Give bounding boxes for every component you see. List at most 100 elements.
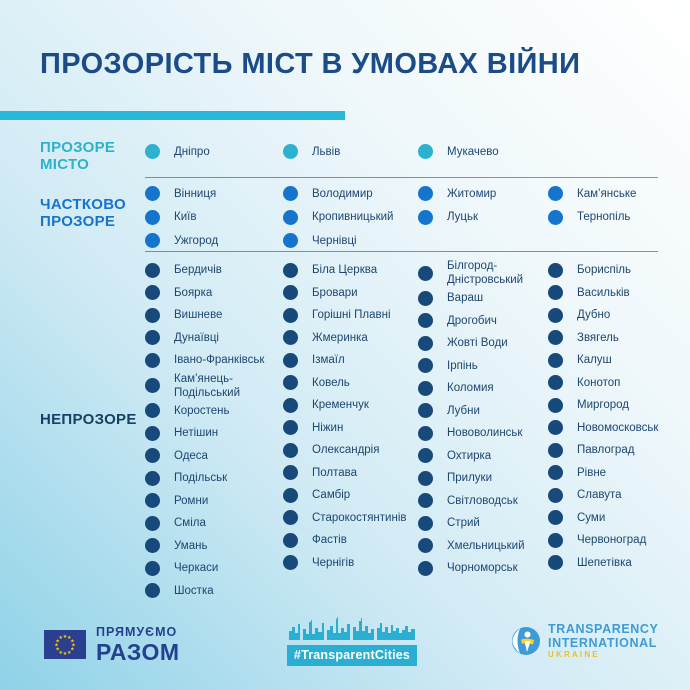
city-item: Кропивницький bbox=[283, 206, 417, 230]
city-name: Жмеринка bbox=[312, 331, 368, 344]
city-dot-icon bbox=[283, 397, 298, 413]
city-name: Львів bbox=[312, 145, 341, 158]
city-dot-icon bbox=[418, 358, 433, 374]
city-dot-icon bbox=[283, 233, 298, 249]
city-name: Ірпінь bbox=[447, 359, 478, 372]
eu-program-text: ПРЯМУЄМО РАЗОМ bbox=[96, 625, 180, 665]
city-dot-icon bbox=[548, 510, 563, 526]
city-name: Конотоп bbox=[577, 376, 621, 389]
city-item: Ужгород bbox=[145, 229, 279, 253]
city-item: Чорноморськ bbox=[418, 557, 552, 580]
city-dot-icon bbox=[145, 493, 160, 509]
city-name: Чорноморськ bbox=[447, 562, 518, 575]
city-name: Ізмаїл bbox=[312, 354, 345, 367]
city-item: Лубни bbox=[418, 400, 552, 423]
city-item: Червоноград bbox=[548, 529, 682, 552]
eu-flag-icon: ★ ★★ ★★★ ★★★ ★★★ bbox=[44, 630, 86, 660]
city-dot-icon bbox=[145, 186, 160, 202]
city-item: Нововолинськ bbox=[418, 422, 552, 445]
svg-text:★: ★ bbox=[67, 635, 72, 641]
city-dot-icon bbox=[283, 330, 298, 346]
city-dot-icon bbox=[418, 209, 433, 225]
city-dot-icon bbox=[418, 470, 433, 486]
city-dot-icon bbox=[418, 313, 433, 329]
city-dot-icon bbox=[145, 262, 160, 278]
city-dot-icon bbox=[145, 470, 160, 486]
city-dot-icon bbox=[145, 352, 160, 368]
city-name: Червоноград bbox=[577, 534, 647, 547]
city-item: Старокостянтинів bbox=[283, 507, 417, 530]
city-name: Горішні Плавні bbox=[312, 309, 391, 322]
city-item: Вінниця bbox=[145, 182, 279, 206]
city-dot-icon bbox=[283, 285, 298, 301]
city-dot-icon bbox=[145, 144, 160, 159]
city-name: Біла Церква bbox=[312, 264, 378, 277]
city-dot-icon bbox=[548, 307, 563, 323]
svg-text:★: ★ bbox=[63, 634, 68, 640]
city-name: Дунаївці bbox=[174, 331, 219, 344]
city-item: Павлоград bbox=[548, 439, 682, 462]
city-dot-icon bbox=[418, 560, 433, 576]
city-item: Боярка bbox=[145, 282, 279, 305]
city-item: Конотоп bbox=[548, 372, 682, 395]
city-item: Ніжин bbox=[283, 417, 417, 440]
city-item: Нетішин bbox=[145, 422, 279, 445]
city-dot-icon bbox=[283, 442, 298, 458]
city-item: Дніпро bbox=[145, 144, 279, 159]
city-item: Ковель bbox=[283, 372, 417, 395]
city-item: Володимир bbox=[283, 182, 417, 206]
title-underline-bar bbox=[0, 111, 345, 120]
transparent-cities-badge: #TransparentCities bbox=[287, 614, 417, 666]
city-name: Рівне bbox=[577, 466, 607, 479]
city-item: Вараш bbox=[418, 287, 552, 310]
city-name: Тернопіль bbox=[577, 211, 631, 224]
city-name: Кропивницький bbox=[312, 211, 394, 224]
city-skyline-icon bbox=[289, 617, 415, 640]
city-name: Бердичів bbox=[174, 264, 222, 277]
city-dot-icon bbox=[145, 583, 160, 599]
city-name: Дніпро bbox=[174, 145, 210, 158]
city-name: Одеса bbox=[174, 449, 208, 462]
city-name: Охтирка bbox=[447, 449, 492, 462]
svg-text:★: ★ bbox=[55, 639, 60, 645]
svg-text:★: ★ bbox=[70, 647, 75, 653]
svg-text:★: ★ bbox=[55, 647, 60, 653]
city-dot-icon bbox=[548, 442, 563, 458]
city-name: Павлоград bbox=[577, 444, 635, 457]
city-item: Луцьк bbox=[418, 206, 552, 230]
svg-text:★: ★ bbox=[63, 651, 68, 657]
city-name: Нетішин bbox=[174, 427, 219, 440]
city-dot-icon bbox=[548, 262, 563, 278]
city-dot-icon bbox=[145, 378, 160, 393]
section-label: ЧАСТКОВО ПРОЗОРЕ bbox=[40, 196, 126, 230]
city-name: Вінниця bbox=[174, 187, 217, 200]
city-name: Житомир bbox=[447, 187, 497, 200]
city-item: Жовті Води bbox=[418, 332, 552, 355]
city-name: Боярка bbox=[174, 286, 213, 299]
city-item: Бориспіль bbox=[548, 259, 682, 282]
city-item: Васильків bbox=[548, 282, 682, 305]
city-item: Стрий bbox=[418, 512, 552, 535]
city-dot-icon bbox=[418, 380, 433, 396]
eu-program-logo: ★ ★ ★ ★ ★ ★ ★ ★ ★ ★ ★ ★ ПРЯМУЄМО РАЗОМ bbox=[44, 626, 180, 664]
section-divider bbox=[145, 251, 658, 252]
city-name: Дубно bbox=[577, 309, 611, 322]
city-name: Прилуки bbox=[447, 472, 493, 485]
city-column: Білгород-Дністровський Вараш Дрогобич Жовті… bbox=[418, 259, 552, 580]
city-name: Коломия bbox=[447, 382, 494, 395]
city-column: Бердичів Боярка Вишневе Дунаївці Івано-Франк… bbox=[145, 259, 279, 602]
city-dot-icon bbox=[145, 307, 160, 323]
city-name: Суми bbox=[577, 511, 606, 524]
city-name: Олександрія bbox=[312, 444, 380, 457]
city-dot-icon bbox=[548, 465, 563, 481]
city-item: Дубно bbox=[548, 304, 682, 327]
city-name: Чернівці bbox=[312, 234, 357, 247]
city-dot-icon bbox=[418, 265, 433, 281]
city-item: Львів bbox=[283, 144, 417, 159]
city-column: Кам’янське Тернопіль bbox=[548, 182, 682, 229]
city-column: Володимир Кропивницький Чернівці bbox=[283, 182, 417, 253]
city-name: Старокостянтинів bbox=[312, 511, 407, 524]
city-name: Кам’янське bbox=[577, 187, 637, 200]
city-item: Кам’янське bbox=[548, 182, 682, 206]
city-item: Коломия bbox=[418, 377, 552, 400]
